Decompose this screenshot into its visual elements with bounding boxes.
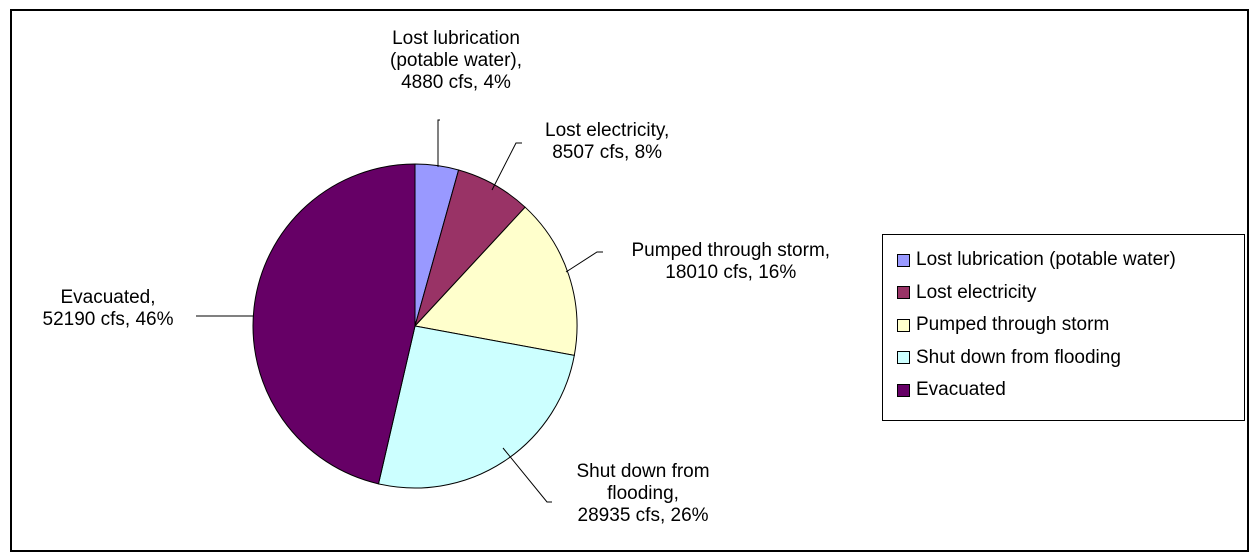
legend-swatch [897,286,910,300]
leader-line-1 [437,119,440,167]
data-label-4: Shut down from flooding, 28935 cfs, 26% [577,461,710,527]
chart-border [10,9,1249,552]
data-label-5: Evacuated, 52190 cfs, 46% [43,287,174,331]
legend-label: Evacuated [916,379,1006,401]
leader-line-2 [491,142,522,191]
legend-swatch [897,253,910,267]
legend-swatch [897,318,910,332]
data-label-line: Shut down from [576,461,710,482]
legend-label: Pumped through storm [916,314,1110,336]
legend-item: Evacuated [897,374,1244,407]
legend-item: Lost lubrication (potable water) [897,244,1244,277]
data-label-line: 52190 cfs, 46% [42,309,174,330]
legend-item: Pumped through storm [897,309,1244,342]
data-label-line: 8507 cfs, 8% [552,142,663,163]
pie-slice-3 [414,206,578,356]
data-label-line: 18010 cfs, 16% [665,262,797,283]
legend-label: Shut down from flooding [916,346,1121,368]
pie-slice-4 [377,325,575,489]
data-label-line: (potable water), [390,50,523,71]
legend: Lost lubrication (potable water) Lost ele… [882,234,1245,421]
legend-swatch [897,383,910,397]
legend-swatch [897,351,910,365]
data-label-line: Lost electricity, [545,120,670,141]
legend-label: Lost lubrication (potable water) [916,249,1176,271]
legend-label: Lost electricity [916,281,1037,303]
data-label-line: 28935 cfs, 26% [577,505,709,526]
data-label-3: Pumped through storm, 18010 cfs, 16% [632,240,831,284]
pie-slice-5 [252,163,416,485]
data-label-2: Lost electricity, 8507 cfs, 8% [545,120,669,164]
data-label-line: flooding, [607,483,679,504]
data-label-line: Pumped through storm, [631,240,831,261]
leader-line-4 [502,447,552,503]
data-label-line: 4880 cfs, 4% [401,72,511,93]
data-label-line: Evacuated, [60,287,156,308]
legend-item: Shut down from flooding [897,342,1244,375]
data-label-line: Lost lubrication [392,28,520,49]
leader-line-3 [565,251,603,273]
legend-item: Lost electricity [897,277,1244,310]
data-label-1: Lost lubrication (potable water), 4880 cfs… [390,28,522,94]
